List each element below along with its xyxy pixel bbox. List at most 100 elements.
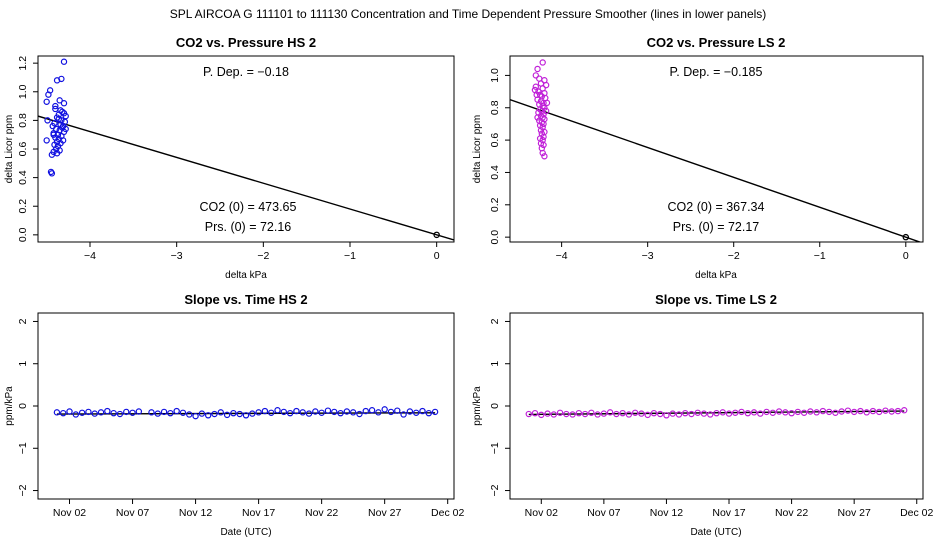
pressure-intercept-annotation: Prs. (0) = 72.16: [205, 220, 292, 234]
data-point: [204, 412, 212, 419]
data-point: [179, 409, 187, 416]
x-tick-label: Nov 07: [116, 507, 149, 519]
data-point: [381, 406, 388, 413]
data-point: [694, 409, 701, 416]
x-axis-label: delta kPa: [225, 270, 267, 281]
data-point: [97, 409, 105, 416]
data-point: [59, 124, 66, 131]
y-tick-label: −1: [17, 442, 29, 454]
data-point: [110, 409, 117, 417]
x-tick-label: Nov 12: [179, 507, 212, 519]
data-point: [53, 114, 61, 121]
panel-title: Slope vs. Time LS 2: [655, 292, 777, 307]
smoother-line: [528, 410, 905, 416]
data-point: [541, 153, 548, 160]
data-point: [43, 98, 50, 105]
data-point: [280, 408, 288, 416]
plot-frame: [509, 55, 924, 243]
data-point: [72, 411, 80, 418]
data-point: [60, 409, 67, 417]
x-tick-label: −4: [84, 250, 96, 262]
y-tick-label: 0: [489, 403, 501, 409]
data-point: [663, 412, 670, 419]
data-point: [286, 409, 294, 417]
data-point: [362, 407, 369, 415]
data-point: [274, 407, 281, 414]
data-point: [78, 409, 86, 416]
data-point: [838, 408, 845, 415]
data-point: [757, 410, 764, 417]
data-point: [211, 410, 218, 418]
data-point: [375, 409, 382, 416]
data-point: [794, 408, 802, 416]
data-point: [540, 133, 547, 141]
data-point: [305, 410, 313, 417]
data-point: [66, 408, 73, 415]
data-point: [700, 410, 708, 417]
data-point: [650, 409, 658, 417]
data-point: [135, 408, 143, 415]
x-tick-label: −2: [728, 250, 740, 262]
y-tick-label: 1.0: [17, 84, 29, 99]
data-point: [539, 59, 546, 66]
data-point: [312, 408, 319, 415]
y-tick-label: 1: [489, 361, 501, 367]
data-point: [807, 408, 814, 415]
data-point: [261, 407, 269, 415]
data-point: [160, 408, 168, 416]
y-tick-label: 0.2: [489, 197, 501, 212]
data-point: [400, 411, 407, 418]
data-point: [713, 409, 720, 417]
data-point: [44, 117, 51, 124]
x-tick-label: Dec 02: [431, 507, 464, 519]
data-point: [763, 408, 770, 416]
data-point: [532, 72, 540, 79]
data-point: [343, 408, 351, 415]
data-point: [154, 410, 161, 417]
data-point: [223, 411, 231, 419]
data-point: [230, 409, 237, 417]
x-tick-label: −4: [556, 250, 568, 262]
data-point: [869, 407, 877, 415]
data-point: [173, 407, 180, 415]
y-axis-label: delta Licor ppm: [472, 115, 483, 183]
data-point: [198, 410, 206, 417]
plot-marks: [38, 58, 454, 241]
data-point: [91, 410, 98, 417]
data-point: [531, 409, 539, 417]
data-point: [863, 409, 870, 416]
data-point: [419, 407, 426, 415]
data-point: [299, 409, 306, 416]
data-point: [825, 408, 833, 416]
plot-frame: [509, 312, 924, 500]
data-point: [50, 148, 57, 156]
x-tick-label: Nov 27: [838, 507, 871, 519]
data-point: [581, 410, 589, 418]
data-point: [48, 170, 56, 177]
data-point: [688, 410, 695, 418]
data-point: [56, 97, 63, 104]
data-point: [318, 409, 325, 416]
data-point: [324, 407, 332, 414]
data-point: [625, 411, 633, 418]
y-axis-label: ppm/kPa: [4, 386, 15, 426]
data-point: [368, 407, 376, 414]
x-tick-label: Nov 22: [305, 507, 338, 519]
y-tick-label: 0.8: [17, 113, 29, 128]
panel-slope-time-ls: Slope vs. Time LS 2 Date (UTC) ppm/kPa N…: [472, 292, 934, 538]
data-point: [236, 410, 243, 418]
y-axis-label: delta Licor ppm: [4, 115, 15, 183]
data-point: [394, 407, 401, 414]
x-tick-label: Nov 07: [587, 507, 620, 519]
data-point: [588, 409, 595, 416]
x-tick-label: −1: [344, 250, 356, 262]
data-point: [337, 409, 344, 417]
plot-marks: [525, 407, 908, 419]
data-point: [682, 409, 689, 417]
data-point: [725, 410, 733, 417]
data-point: [532, 83, 540, 90]
pressure-intercept-annotation: Prs. (0) = 72.17: [673, 220, 760, 234]
data-point: [55, 115, 63, 123]
x-tick-label: Nov 02: [53, 507, 86, 519]
